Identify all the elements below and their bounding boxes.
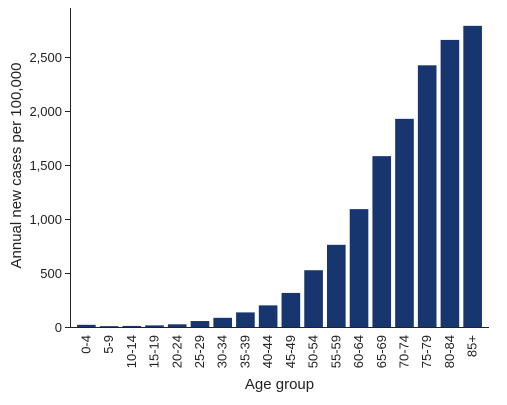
bar-30-34 [213,317,233,327]
y-tick-label: 1,500 [29,158,62,173]
x-tick-label: 20-24 [169,335,184,368]
y-axis-title: Annual new cases per 100,000 [8,63,25,269]
x-tick-label: 70-74 [396,335,411,368]
bar-70-74 [395,118,414,327]
bar-65-69 [372,156,392,327]
bars-layer [77,25,482,328]
x-tick-label: 55-59 [328,335,343,368]
bar-15-19 [145,325,164,327]
bar-55-59 [326,244,346,327]
bar-60-64 [349,209,369,327]
x-tick-label: 75-79 [419,335,434,368]
bar-75-79 [417,65,437,327]
bar-5-9 [99,326,119,327]
x-axis-ticks: 0-4 5-9 10-14 15-19 20-24 25-29 30-34 35-39 40-4… [78,335,479,368]
bar-80-84 [440,39,460,328]
x-axis-title: Age group [245,376,314,393]
x-tick-label: 25-29 [192,335,207,368]
x-tick-label: 10-14 [124,335,139,368]
y-tick-label: 2,000 [29,104,62,119]
bar-0-4 [77,324,96,327]
y-tick-label: 500 [40,266,62,281]
y-tick-label: 2,500 [29,50,62,65]
x-tick-label: 45-49 [283,335,298,368]
x-tick-label: 0-4 [78,335,93,354]
x-tick-label: 65-69 [374,335,389,368]
y-tick-label: 1,000 [29,212,62,227]
bar-85+ [463,25,482,328]
y-tick-label: 0 [55,320,62,335]
x-tick-label: 15-19 [147,335,162,368]
bar-20-24 [167,324,187,327]
x-tick-label: 85+ [465,335,480,357]
bar-50-54 [304,270,323,327]
bar-45-49 [281,292,301,327]
x-tick-label: 5-9 [101,335,116,354]
bar-25-29 [190,321,210,327]
y-axis-ticks: 0 500 1,000 1,500 2,000 2,500 [29,50,70,335]
x-tick-label: 40-44 [260,335,275,368]
bar-35-39 [236,312,255,327]
x-tick-label: 35-39 [237,335,252,368]
x-tick-label: 60-64 [351,335,366,368]
x-tick-label: 80-84 [442,335,457,368]
bar-40-44 [258,305,278,327]
x-tick-label: 50-54 [306,335,321,368]
bar-10-14 [122,325,142,327]
x-tick-label: 30-34 [215,335,230,368]
